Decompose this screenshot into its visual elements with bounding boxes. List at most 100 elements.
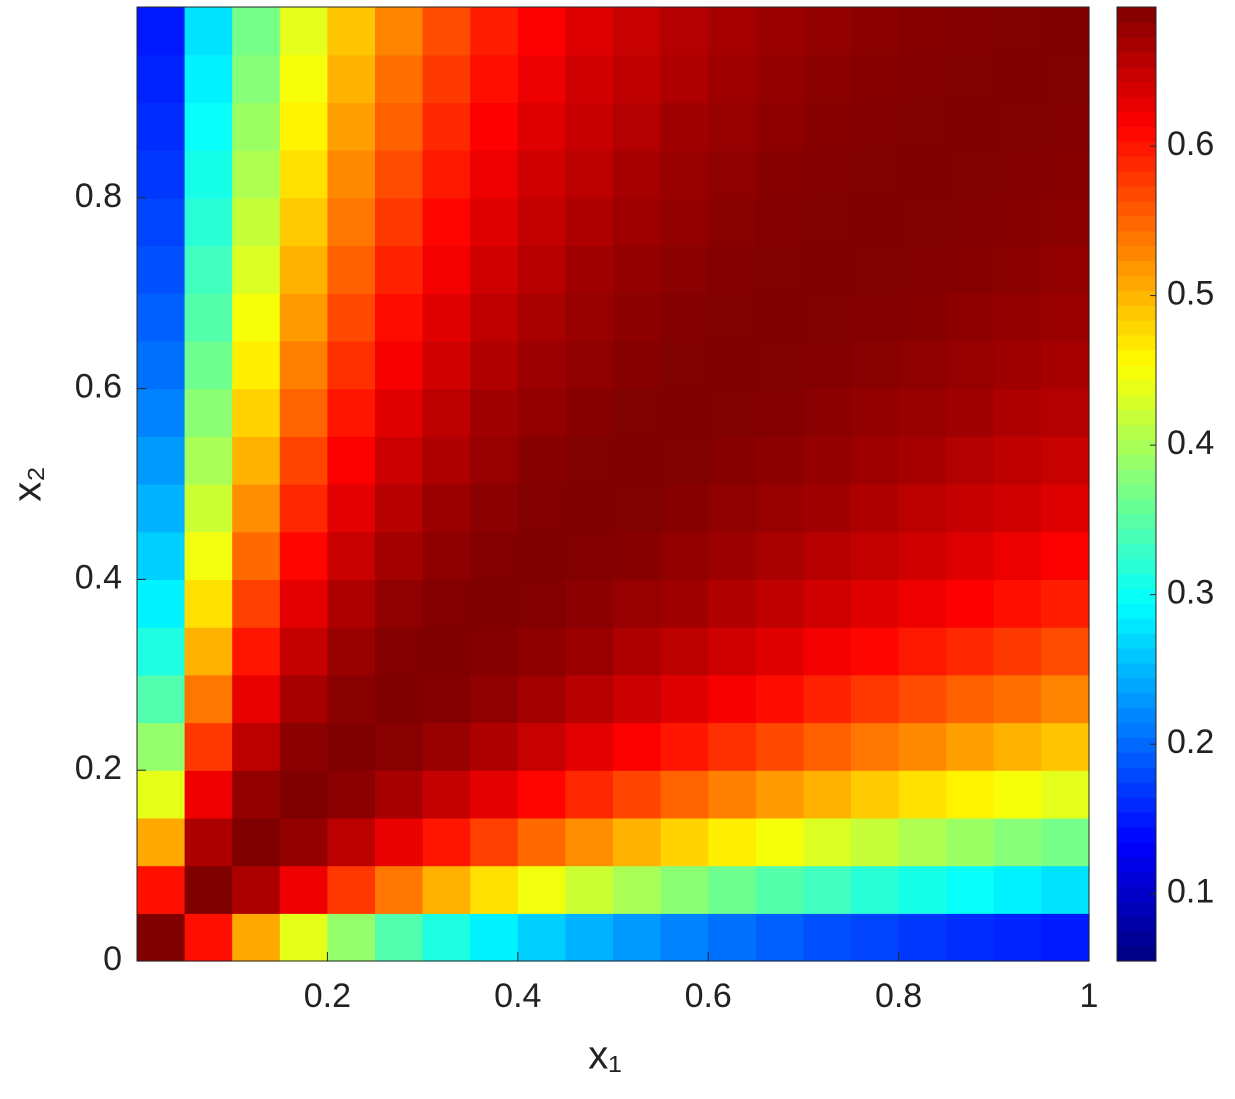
heatmap-cell: [946, 722, 995, 771]
heatmap-cell: [470, 913, 519, 962]
heatmap-cell: [898, 293, 947, 342]
heatmap-cell: [660, 627, 709, 676]
heatmap-cell: [375, 245, 424, 294]
heatmap-cell: [660, 913, 709, 962]
heatmap-cell: [660, 722, 709, 771]
heatmap-cell: [708, 865, 757, 914]
heatmap-cell: [851, 579, 900, 628]
heatmap-cell: [851, 197, 900, 247]
heatmap-cell: [851, 388, 900, 437]
heatmap-cell: [755, 817, 804, 867]
heatmap-cell: [422, 150, 471, 199]
heatmap-cell: [851, 531, 900, 580]
heatmap-cell: [517, 388, 566, 437]
heatmap-cell: [327, 627, 376, 676]
heatmap-cell: [755, 674, 804, 724]
heatmap-cell: [946, 388, 995, 437]
heatmap-cell: [946, 293, 995, 342]
heatmap-cell: [517, 436, 566, 485]
heatmap-cell: [470, 197, 519, 247]
heatmap-cell: [613, 54, 662, 103]
colorbar-segment: [1117, 170, 1156, 187]
heatmap-cell: [1041, 7, 1090, 56]
heatmap-cell: [279, 102, 328, 151]
heatmap-cell: [375, 150, 424, 199]
heatmap-cell: [613, 293, 662, 342]
colorbar-segment: [1117, 469, 1156, 485]
colorbar-segment: [1117, 633, 1156, 649]
heatmap-cell: [755, 484, 804, 533]
colorbar-segment: [1117, 245, 1156, 262]
colorbar-segment: [1117, 21, 1156, 38]
heatmap-cell: [946, 817, 995, 867]
heatmap-cell: [851, 436, 900, 485]
heatmap-cell: [137, 340, 186, 390]
colorbar-segment: [1117, 886, 1156, 902]
heatmap-cell: [232, 102, 281, 151]
heatmap-cell: [232, 245, 281, 294]
heatmap-cell: [898, 674, 947, 724]
heatmap-cell: [517, 484, 566, 533]
heatmap-cell: [803, 436, 852, 485]
heatmap-cell: [755, 770, 804, 819]
colorbar-segment: [1117, 841, 1156, 858]
heatmap-cell: [898, 7, 947, 56]
heatmap-cell: [279, 293, 328, 342]
heatmap-cell: [993, 484, 1042, 533]
colorbar-segment: [1117, 931, 1156, 947]
colorbar-tick-label: 0.1: [1167, 873, 1214, 911]
heatmap-cell: [565, 245, 614, 294]
heatmap-cell: [946, 245, 995, 294]
heatmap-cell: [803, 54, 852, 103]
heatmap-cell: [137, 54, 186, 103]
heatmap-cell: [137, 436, 186, 485]
heatmap-cell: [565, 340, 614, 390]
heatmap-cell: [898, 197, 947, 247]
heatmap-cell: [851, 54, 900, 103]
heatmap-cell: [660, 817, 709, 867]
colorbar-segment: [1117, 513, 1156, 530]
heatmap-cell: [946, 150, 995, 199]
heatmap-cell: [851, 770, 900, 819]
colorbar-segment: [1117, 215, 1156, 232]
heatmap-cell: [184, 388, 233, 437]
colorbar-tick-label: 0.3: [1167, 574, 1214, 612]
heatmap-cell: [184, 102, 233, 151]
heatmap-cell: [946, 436, 995, 485]
colorbar-tick-label: 0.5: [1167, 275, 1214, 313]
heatmap-cell: [898, 484, 947, 533]
heatmap-cell: [279, 436, 328, 485]
heatmap-cell: [613, 102, 662, 151]
colorbar-segment: [1117, 36, 1156, 53]
heatmap-cell: [422, 674, 471, 724]
heatmap-cell: [993, 150, 1042, 199]
heatmap-cell: [517, 293, 566, 342]
heatmap-cell: [279, 197, 328, 247]
heatmap-cell: [898, 865, 947, 914]
heatmap-cell: [803, 388, 852, 437]
heatmap-cell: [898, 436, 947, 485]
heatmap-cell: [946, 579, 995, 628]
colorbar-segment: [1117, 901, 1156, 917]
heatmap-cell: [565, 388, 614, 437]
heatmap-cell: [755, 865, 804, 914]
heatmap-cell: [946, 340, 995, 390]
heatmap-cell: [184, 340, 233, 390]
heatmap-cell: [708, 627, 757, 676]
heatmap-cell: [660, 340, 709, 390]
colorbar-segment: [1117, 797, 1156, 813]
heatmap-cell: [327, 674, 376, 724]
heatmap-cell: [708, 197, 757, 247]
heatmap-cell: [851, 674, 900, 724]
heatmap-cell: [851, 627, 900, 676]
colorbar-segment: [1117, 409, 1156, 425]
heatmap-cell: [755, 293, 804, 342]
heatmap-cell: [993, 674, 1042, 724]
heatmap-cell: [327, 817, 376, 867]
heatmap-cell: [422, 340, 471, 390]
heatmap-cell: [517, 7, 566, 56]
heatmap-cell: [708, 340, 757, 390]
heatmap-cell: [851, 340, 900, 390]
y-tick-label: 0.4: [75, 558, 122, 596]
heatmap-cell: [898, 913, 947, 962]
